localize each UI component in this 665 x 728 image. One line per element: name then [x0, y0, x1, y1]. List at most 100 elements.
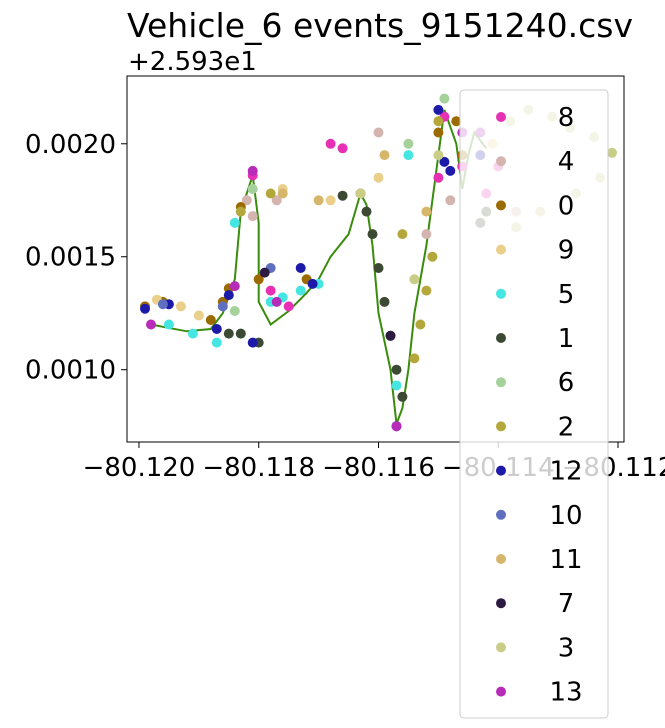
data-point-series-1	[397, 391, 408, 402]
data-point-series-6	[403, 138, 414, 149]
data-point-series-5	[391, 380, 402, 391]
legend-label-13: 13	[549, 678, 582, 708]
data-point-series-2	[415, 319, 426, 330]
data-point-series-12	[295, 263, 306, 273]
legend-marker-5	[496, 288, 506, 299]
data-point-series-5	[163, 319, 174, 330]
data-point-series-7	[259, 267, 270, 278]
x-tick-label: −80.116	[322, 453, 435, 483]
data-point-series-9	[175, 301, 186, 312]
data-point-series-5	[403, 150, 414, 161]
legend-marker-0	[496, 200, 506, 211]
legend-label-5: 5	[558, 280, 575, 310]
data-point-series-8	[265, 285, 276, 296]
legend-marker-8	[496, 112, 506, 122]
data-point-series-9	[193, 310, 204, 321]
data-point-series-2	[427, 251, 438, 262]
data-point-series-12	[211, 324, 222, 334]
data-point-series-10	[157, 299, 168, 310]
legend: 8 4 0 9 5 1 6 2 12 10 11 7 3 13	[459, 89, 609, 719]
legend-marker-1	[496, 333, 506, 343]
legend-label-10: 10	[549, 501, 582, 531]
data-point-series-2	[265, 188, 276, 199]
legend-marker-3	[496, 642, 506, 653]
data-point-series-6	[229, 306, 240, 316]
data-point-series-13	[271, 296, 282, 307]
data-point-series-9	[325, 195, 336, 206]
data-point-series-12	[433, 104, 444, 115]
legend-label-0: 0	[558, 191, 575, 221]
legend-marker-7	[496, 598, 506, 609]
legend-label-3: 3	[558, 633, 575, 663]
data-point-series-12	[307, 278, 318, 289]
legend-label-12: 12	[549, 457, 582, 487]
data-point-series-11	[313, 195, 324, 206]
data-point-series-9	[373, 172, 384, 183]
data-point-series-5	[211, 337, 222, 348]
y-axis: 0.0010 0.0015 0.0020	[25, 130, 127, 386]
legend-label-4: 4	[558, 147, 575, 177]
data-point-series-3	[409, 274, 420, 285]
y-offset-label: +2.593e1	[128, 47, 257, 77]
data-point-series-1	[379, 296, 390, 307]
data-point-series-5	[229, 217, 240, 228]
data-point-series-13	[391, 421, 402, 432]
data-point-series-3	[355, 188, 366, 199]
data-point-series-12	[223, 290, 234, 301]
data-point-series-1	[235, 328, 246, 339]
data-point-series-13	[229, 281, 240, 292]
data-point-series-6	[247, 184, 258, 194]
data-point-series-0	[451, 116, 462, 127]
legend-label-6: 6	[558, 368, 575, 398]
data-point-series-1	[391, 364, 402, 375]
data-point-series-2	[409, 353, 420, 364]
legend-marker-6	[496, 377, 506, 388]
data-point-series-0	[205, 315, 216, 325]
data-point-series-8	[433, 172, 444, 183]
data-point-series-6	[439, 93, 450, 104]
data-point-series-4	[421, 229, 432, 240]
x-tick-label: −80.118	[202, 453, 315, 483]
legend-label-1: 1	[558, 324, 575, 354]
data-point-series-0	[253, 274, 264, 285]
legend-label-9: 9	[558, 236, 575, 266]
data-point-series-8	[337, 143, 348, 154]
data-point-series-2	[397, 229, 408, 240]
legend-marker-13	[496, 686, 506, 697]
y-tick-label: 0.0010	[25, 356, 116, 386]
data-point-series-12	[445, 165, 456, 176]
data-point-series-13	[146, 319, 156, 330]
data-point-series-0	[433, 127, 444, 138]
data-point-series-10	[217, 301, 228, 312]
data-point-series-11	[421, 206, 432, 217]
data-point-series-11	[277, 188, 288, 199]
plot-frame	[126, 75, 625, 443]
data-point-series-1	[373, 263, 384, 273]
legend-marker-2	[496, 421, 506, 432]
data-point-series-1	[337, 190, 348, 201]
data-point-series-1	[223, 328, 234, 339]
data-point-series-4	[271, 195, 282, 206]
data-point-series-13	[247, 165, 258, 176]
legend-box	[459, 89, 609, 719]
legend-label-8: 8	[558, 103, 575, 133]
x-tick-label: −80.120	[83, 453, 196, 483]
legend-marker-9	[496, 244, 506, 255]
legend-label-11: 11	[549, 545, 582, 575]
data-point-series-1	[361, 206, 372, 217]
legend-label-2: 2	[558, 412, 575, 442]
data-point-series-3	[607, 147, 617, 158]
legend-label-7: 7	[558, 589, 575, 619]
legend-marker-12	[496, 465, 506, 476]
data-point-series-5	[295, 285, 306, 296]
data-point-series-12	[439, 156, 450, 167]
data-point-series-1	[367, 229, 378, 240]
data-point-series-5	[187, 328, 198, 339]
data-point-series-4	[373, 127, 384, 138]
legend-items: 8 4 0 9 5 1 6 2 12 10 11 7 3 13	[496, 103, 583, 708]
data-point-series-12	[247, 337, 258, 348]
legend-marker-4	[496, 156, 506, 167]
data-point-series-2	[433, 116, 444, 127]
data-point-series-2	[421, 285, 432, 296]
